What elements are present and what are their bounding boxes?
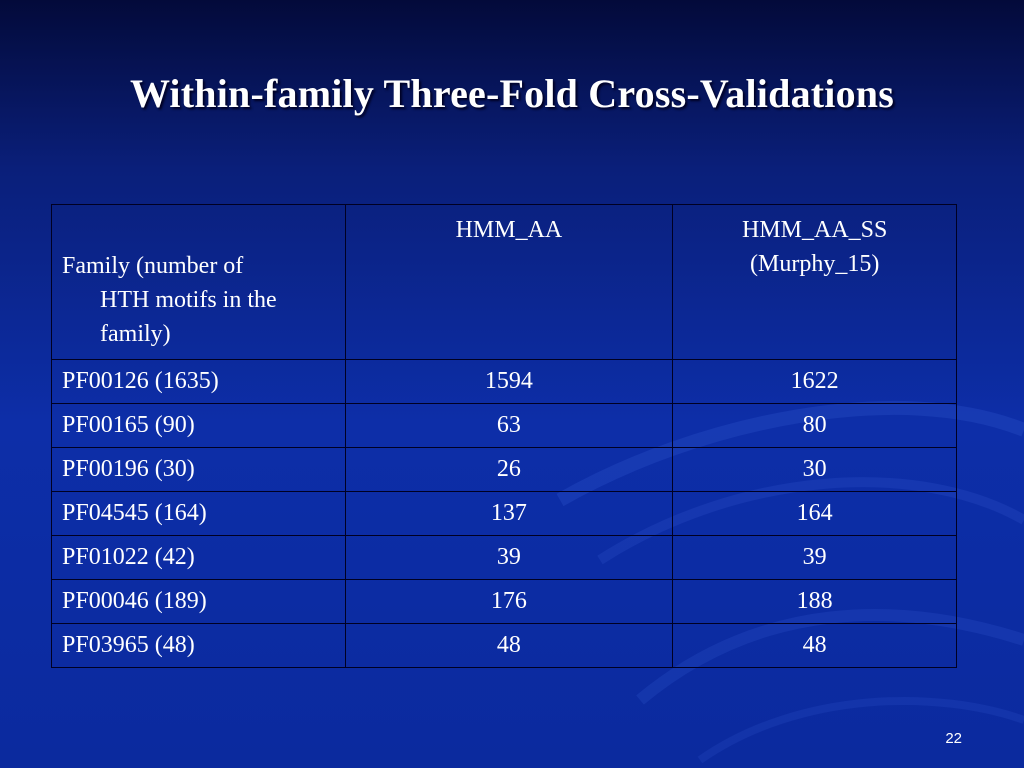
header-family-line2: HTH motifs in the [100, 287, 277, 313]
slide-title: Within-family Three-Fold Cross-Validatio… [129, 71, 895, 116]
results-table: Family (number of HTH motifs in the fami… [51, 204, 957, 668]
header-hmm-aa-ss-line2: (Murphy_15) [750, 251, 880, 277]
cell-hmm-aa: 26 [344, 447, 674, 492]
cell-hmm-aa: 63 [344, 403, 674, 448]
cell-hmm-aa: 1594 [344, 359, 674, 404]
header-hmm-aa-ss-line1: HMM_AA_SS [741, 217, 888, 243]
table-row: PF04545 (164) 137 164 [51, 491, 957, 536]
cell-hmm-aa-ss: 1622 [672, 359, 957, 404]
cell-family: PF04545 (164) [51, 491, 346, 536]
table-header-row: Family (number of HTH motifs in the fami… [51, 204, 957, 360]
table-row: PF03965 (48) 48 48 [51, 623, 957, 668]
cell-hmm-aa: 39 [344, 535, 674, 580]
cell-hmm-aa-ss: 80 [672, 403, 957, 448]
cell-hmm-aa-ss: 30 [672, 447, 957, 492]
table-row: PF00165 (90) 63 80 [51, 403, 957, 448]
cell-hmm-aa-ss: 188 [672, 579, 957, 624]
cell-hmm-aa: 176 [344, 579, 674, 624]
cell-hmm-aa-ss: 39 [672, 535, 957, 580]
header-hmm-aa-ss: HMM_AA_SS (Murphy_15) [672, 204, 957, 360]
header-family-line3: family) [100, 321, 171, 347]
cell-hmm-aa-ss: 164 [672, 491, 957, 536]
table-row: PF01022 (42) 39 39 [51, 535, 957, 580]
header-hmm-aa-label: HMM_AA [455, 217, 563, 243]
cell-hmm-aa-ss: 48 [672, 623, 957, 668]
table-row: PF00196 (30) 26 30 [51, 447, 957, 492]
cell-family: PF00046 (189) [51, 579, 346, 624]
cell-family: PF00196 (30) [51, 447, 346, 492]
cell-family: PF01022 (42) [51, 535, 346, 580]
cell-hmm-aa: 48 [344, 623, 674, 668]
cell-hmm-aa: 137 [344, 491, 674, 536]
header-family-line1: Family (number of [62, 253, 244, 279]
table-row: PF00126 (1635) 1594 1622 [51, 359, 957, 404]
table-row: PF00046 (189) 176 188 [51, 579, 957, 624]
cell-family: PF03965 (48) [51, 623, 346, 668]
cell-family: PF00165 (90) [51, 403, 346, 448]
page-number: 22 [945, 730, 962, 747]
header-family: Family (number of HTH motifs in the fami… [51, 204, 346, 360]
cell-family: PF00126 (1635) [51, 359, 346, 404]
header-hmm-aa: HMM_AA [344, 204, 674, 360]
